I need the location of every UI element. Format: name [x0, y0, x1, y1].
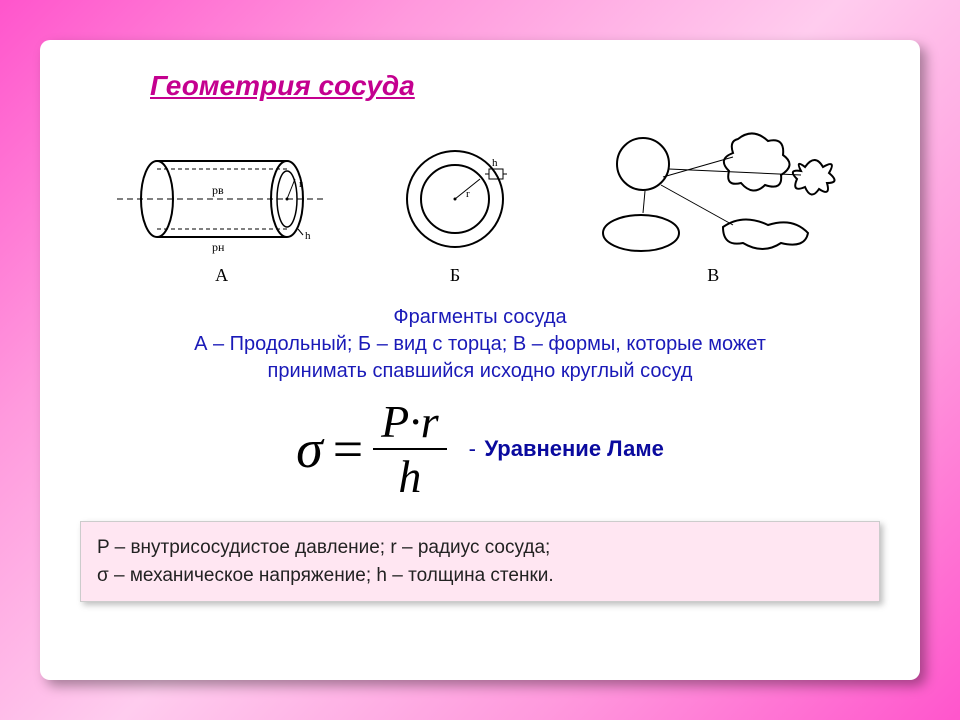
equation-label: Уравнение Ламе [484, 436, 663, 461]
equals-symbol: = [333, 418, 363, 480]
diagram-v-label: В [583, 265, 843, 286]
legend-box: P – внутрисосудистое давление; r – радиу… [80, 521, 880, 602]
diagram-caption: Фрагменты сосуда А – Продольный; Б – вид… [80, 304, 880, 385]
shapes-icon [583, 129, 843, 259]
fraction-den: h [390, 450, 429, 503]
caption-line3: принимать спавшийся исходно круглый сосу… [80, 358, 880, 385]
equation-dash: - [469, 436, 476, 461]
diagram-b: r h Б [380, 139, 530, 286]
fraction-num: P·r [373, 395, 447, 450]
caption-line1: Фрагменты сосуда [80, 304, 880, 331]
svg-text:h: h [492, 157, 498, 169]
diagram-b-label: Б [380, 265, 530, 286]
legend-line2: σ – механическое напряжение; h – толщина… [97, 562, 863, 590]
diagram-a: pв pн r h А [117, 139, 327, 286]
svg-text:pв: pв [212, 183, 224, 197]
diagram-row: pв pн r h А r h Б [80, 126, 880, 286]
legend-line1: P – внутрисосудистое давление; r – радиу… [97, 534, 863, 562]
svg-text:r: r [466, 188, 470, 200]
ring-icon: r h [380, 139, 530, 259]
lame-equation: σ = P·r h [296, 395, 447, 503]
slide-card: Геометрия сосуда pв pн r h А [40, 40, 920, 680]
diagram-a-label: А [117, 265, 327, 286]
cylinder-icon: pв pн r h [117, 139, 327, 259]
equation-row: σ = P·r h - Уравнение Ламе [80, 395, 880, 503]
equation-label-group: - Уравнение Ламе [469, 436, 664, 462]
svg-text:r: r [299, 178, 303, 190]
slide-title: Геометрия сосуда [150, 70, 880, 102]
fraction: P·r h [373, 395, 447, 503]
svg-text:pн: pн [212, 240, 225, 254]
sigma-symbol: σ [296, 418, 323, 480]
svg-text:h: h [305, 230, 311, 242]
diagram-v: В [583, 129, 843, 286]
caption-line2: А – Продольный; Б – вид с торца; В – фор… [80, 331, 880, 358]
